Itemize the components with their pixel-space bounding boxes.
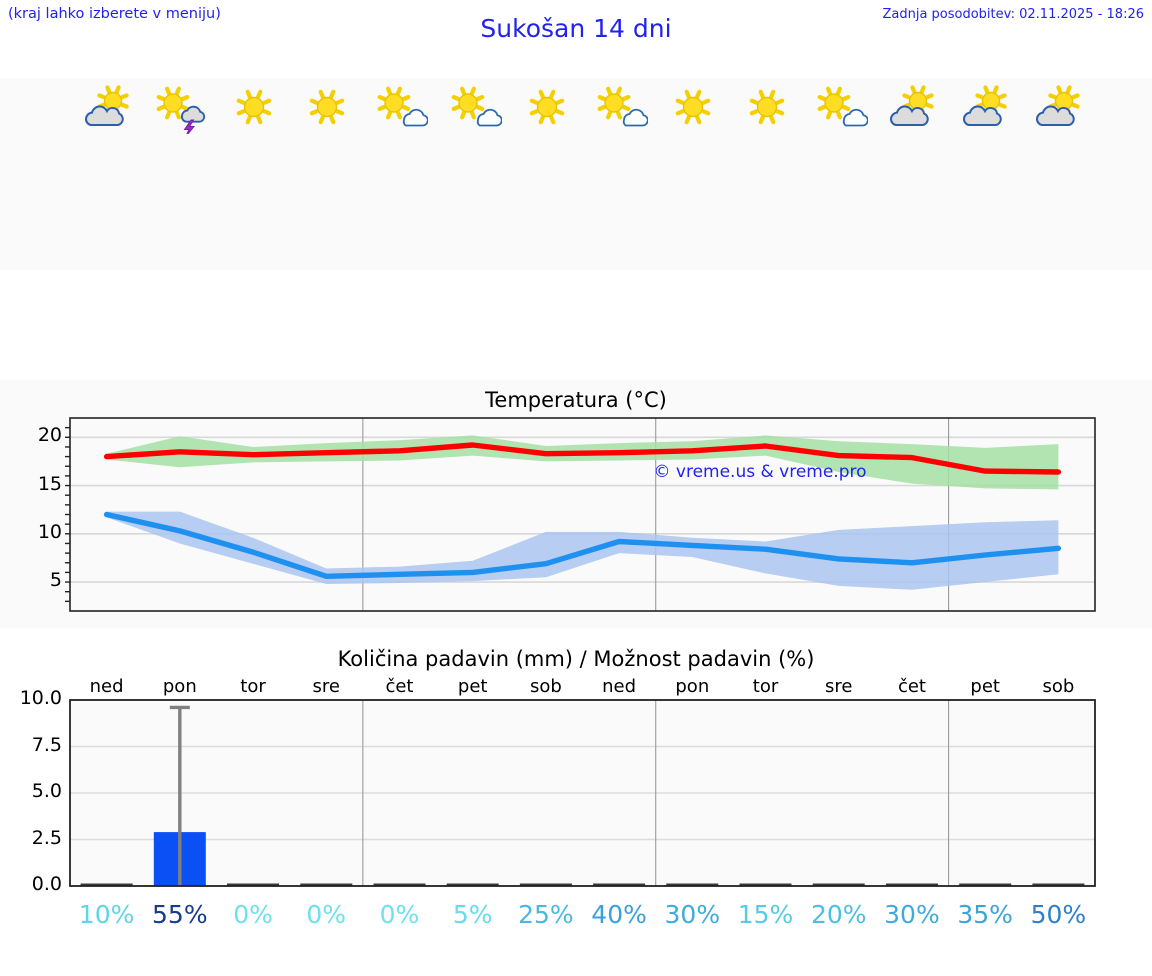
- daily-forecast-strip: [0, 78, 1152, 270]
- precipitation-chart-title: Količina padavin (mm) / Možnost padavin …: [337, 647, 815, 671]
- temperature-y-tick: 15: [37, 472, 62, 495]
- precipitation-x-label: tor: [752, 676, 779, 697]
- precipitation-x-label: ned: [602, 676, 637, 697]
- header-bar: (kraj lahko izberete v meniju) Sukošan 1…: [0, 0, 1152, 58]
- day-column[interactable]: [581, 78, 660, 142]
- precipitation-y-tick: 7.5: [31, 733, 62, 756]
- day-column[interactable]: [654, 78, 733, 142]
- day-column[interactable]: [507, 78, 586, 142]
- precipitation-x-label: ned: [89, 676, 124, 697]
- sun-icon: [727, 82, 806, 138]
- day-column[interactable]: [434, 78, 513, 142]
- precipitation-probability: 30%: [884, 900, 940, 929]
- precipitation-x-label: sre: [825, 676, 853, 697]
- precipitation-probability: 5%: [452, 900, 493, 929]
- sun-small-cloud-icon: [581, 82, 660, 138]
- precipitation-x-label: sob: [529, 676, 562, 697]
- temperature-y-tick: 10: [37, 520, 62, 543]
- precipitation-probability: 50%: [1030, 900, 1087, 929]
- day-column[interactable]: [68, 78, 147, 142]
- precipitation-probability: 0%: [233, 900, 273, 929]
- precipitation-probability: 0%: [306, 900, 347, 929]
- day-column[interactable]: [800, 78, 879, 142]
- precipitation-probability: 15%: [737, 900, 794, 929]
- sun-behind-cloud-icon: [873, 82, 952, 138]
- sun-icon: [215, 82, 294, 138]
- precipitation-x-label: čet: [897, 676, 926, 697]
- sun-small-cloud-icon: [361, 82, 440, 138]
- precipitation-y-tick: 5.0: [31, 780, 62, 802]
- temperature-y-tick: 20: [37, 424, 62, 447]
- precipitation-x-label: sob: [1042, 676, 1075, 697]
- day-column[interactable]: [727, 78, 806, 142]
- precipitation-probability: 40%: [591, 900, 647, 929]
- temperature-y-tick: 5: [49, 569, 62, 592]
- sun-behind-cloud-icon: [1020, 82, 1099, 138]
- day-column[interactable]: [873, 78, 952, 142]
- day-column[interactable]: [288, 78, 367, 142]
- day-column[interactable]: [947, 78, 1026, 142]
- precipitation-x-label: čet: [385, 676, 414, 697]
- precipitation-probability: 55%: [152, 900, 208, 929]
- precipitation-x-label: sre: [312, 676, 340, 697]
- sun-icon: [507, 82, 586, 138]
- sun-small-cloud-icon: [800, 82, 879, 138]
- day-column[interactable]: [215, 78, 294, 142]
- sun-icon: [654, 82, 733, 138]
- page-title: Sukošan 14 dni: [480, 14, 672, 43]
- precipitation-y-tick: 10.0: [19, 687, 62, 709]
- precipitation-x-label: pet: [970, 676, 1000, 697]
- precipitation-probability: 20%: [810, 900, 867, 929]
- day-column[interactable]: [361, 78, 440, 142]
- sun-small-cloud-icon: [434, 82, 513, 138]
- precipitation-probability: 10%: [78, 900, 135, 929]
- precipitation-probability-row: 10% 55% 0% 0% 0% 5% 25% 40% 30% 15% 20% 30% 35% 50%: [0, 900, 1152, 942]
- precipitation-x-label: tor: [240, 676, 266, 697]
- last-updated: Zadnja posodobitev: 02.11.2025 - 18:26: [882, 7, 1144, 22]
- precipitation-y-tick: 0.0: [31, 873, 62, 895]
- sun-behind-cloud-icon: [947, 82, 1026, 138]
- precipitation-y-tick: 2.5: [31, 826, 62, 849]
- day-column[interactable]: [1020, 78, 1099, 142]
- precipitation-probability: 0%: [379, 900, 420, 929]
- svg-text:© vreme.us & vreme.pro: © vreme.us & vreme.pro: [653, 462, 866, 482]
- sun-icon: [288, 82, 367, 138]
- precipitation-probability: 35%: [957, 900, 1013, 929]
- sun-thunderstorm-icon: [141, 82, 220, 138]
- precipitation-x-label: pon: [162, 676, 197, 697]
- precipitation-probability: 30%: [664, 900, 721, 929]
- menu-hint: (kraj lahko izberete v meniju): [8, 6, 221, 22]
- temperature-chart-title: Temperatura (°C): [485, 388, 667, 412]
- precipitation-x-label: pon: [675, 676, 710, 697]
- sun-behind-cloud-icon: [68, 82, 147, 138]
- precipitation-probability: 25%: [518, 900, 574, 929]
- temperature-chart-section: [0, 380, 1152, 628]
- precipitation-x-label: pet: [457, 676, 488, 697]
- day-column[interactable]: [141, 78, 220, 142]
